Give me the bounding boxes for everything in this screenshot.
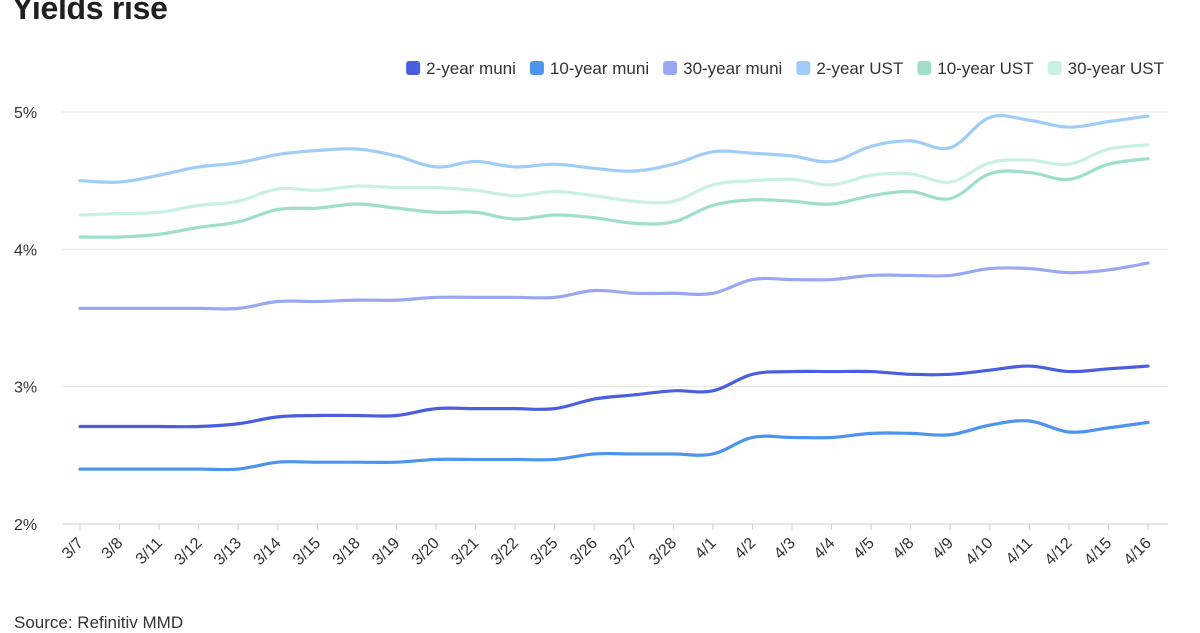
legend-item[interactable]: 10-year UST — [917, 59, 1034, 78]
legend-swatch — [663, 61, 678, 75]
legend-item[interactable]: 2-year muni — [406, 59, 516, 78]
x-tick-label: 3/26 — [567, 535, 601, 569]
y-tick-label: 2% — [14, 517, 37, 534]
series-line-30-year-muni — [78, 261, 1150, 311]
legend-label: 10-year UST — [937, 59, 1033, 78]
series-line-10-year-ust — [78, 157, 1150, 239]
source-note: Source: Refinitiv MMD — [14, 613, 184, 632]
x-tick-label: 3/21 — [448, 535, 482, 569]
y-axis-ticks: 2% 3% 4% 5% — [14, 105, 37, 534]
legend-swatch — [529, 61, 544, 75]
legend-swatch — [406, 61, 421, 75]
x-tick-label: 3/12 — [171, 535, 205, 569]
x-tick-label: 4/15 — [1081, 535, 1115, 569]
y-tick-label: 5% — [14, 105, 37, 122]
x-tick-label: 4/3 — [771, 535, 799, 563]
x-tick-label: 3/13 — [211, 535, 245, 569]
x-tick-label: 3/14 — [251, 535, 285, 569]
legend-label: 2-year muni — [426, 59, 516, 78]
x-tick-label: 4/11 — [1003, 535, 1036, 568]
series-line-2-year-muni — [78, 364, 1150, 429]
x-tick-label: 3/20 — [409, 535, 443, 569]
series-line-10-year-muni — [78, 419, 1150, 472]
x-tick-label: 3/8 — [99, 535, 127, 563]
legend-item[interactable]: 30-year UST — [1047, 59, 1164, 78]
x-axis: 3/7 3/8 3/11 3/12 3/13 3/14 3/15 3/18 3/19 3/20 3/… — [59, 524, 1155, 569]
x-tick-label: 3/25 — [527, 535, 561, 569]
series-line-30-year-ust — [78, 143, 1150, 217]
x-tick-label: 4/2 — [732, 535, 760, 563]
x-tick-label: 4/10 — [963, 535, 997, 569]
legend-swatch — [796, 61, 811, 75]
legend-swatch — [917, 61, 932, 75]
x-tick-label: 3/19 — [369, 535, 403, 569]
x-tick-label: 4/8 — [890, 535, 918, 563]
x-tick-label: 3/22 — [488, 535, 522, 569]
legend-item[interactable]: 10-year muni — [529, 59, 649, 78]
x-tick-label: 4/12 — [1042, 535, 1076, 569]
y-tick-label: 4% — [14, 242, 37, 259]
legend: 2-year muni 10-year muni 30-year muni 2-yea… — [406, 59, 1164, 78]
x-tick-label: 4/16 — [1121, 535, 1155, 569]
legend-label: 30-year UST — [1068, 59, 1164, 78]
legend-item[interactable]: 2-year UST — [796, 59, 903, 78]
x-tick-label: 3/15 — [290, 535, 324, 569]
x-tick-label: 4/9 — [929, 535, 957, 563]
x-tick-label: 4/5 — [850, 535, 878, 563]
y-tick-label: 3% — [14, 380, 37, 397]
legend-label: 30-year muni — [683, 59, 782, 78]
legend-label: 2-year UST — [816, 59, 903, 78]
x-tick-label: 3/7 — [59, 535, 87, 563]
x-tick-label: 3/11 — [133, 535, 166, 568]
legend-swatch — [1047, 61, 1062, 75]
x-tick-label: 4/1 — [692, 535, 720, 563]
chart-title: Yields rise — [12, 0, 168, 26]
legend-label: 10-year muni — [550, 59, 649, 78]
series-line-2-year-ust — [78, 113, 1150, 184]
x-tick-label: 4/4 — [811, 535, 839, 563]
gridlines — [62, 111, 1168, 525]
x-tick-label: 3/28 — [646, 535, 680, 569]
series-lines — [78, 113, 1150, 472]
legend-item[interactable]: 30-year muni — [663, 59, 782, 78]
x-tick-label: 3/18 — [330, 535, 364, 569]
x-tick-label: 3/27 — [607, 535, 641, 569]
